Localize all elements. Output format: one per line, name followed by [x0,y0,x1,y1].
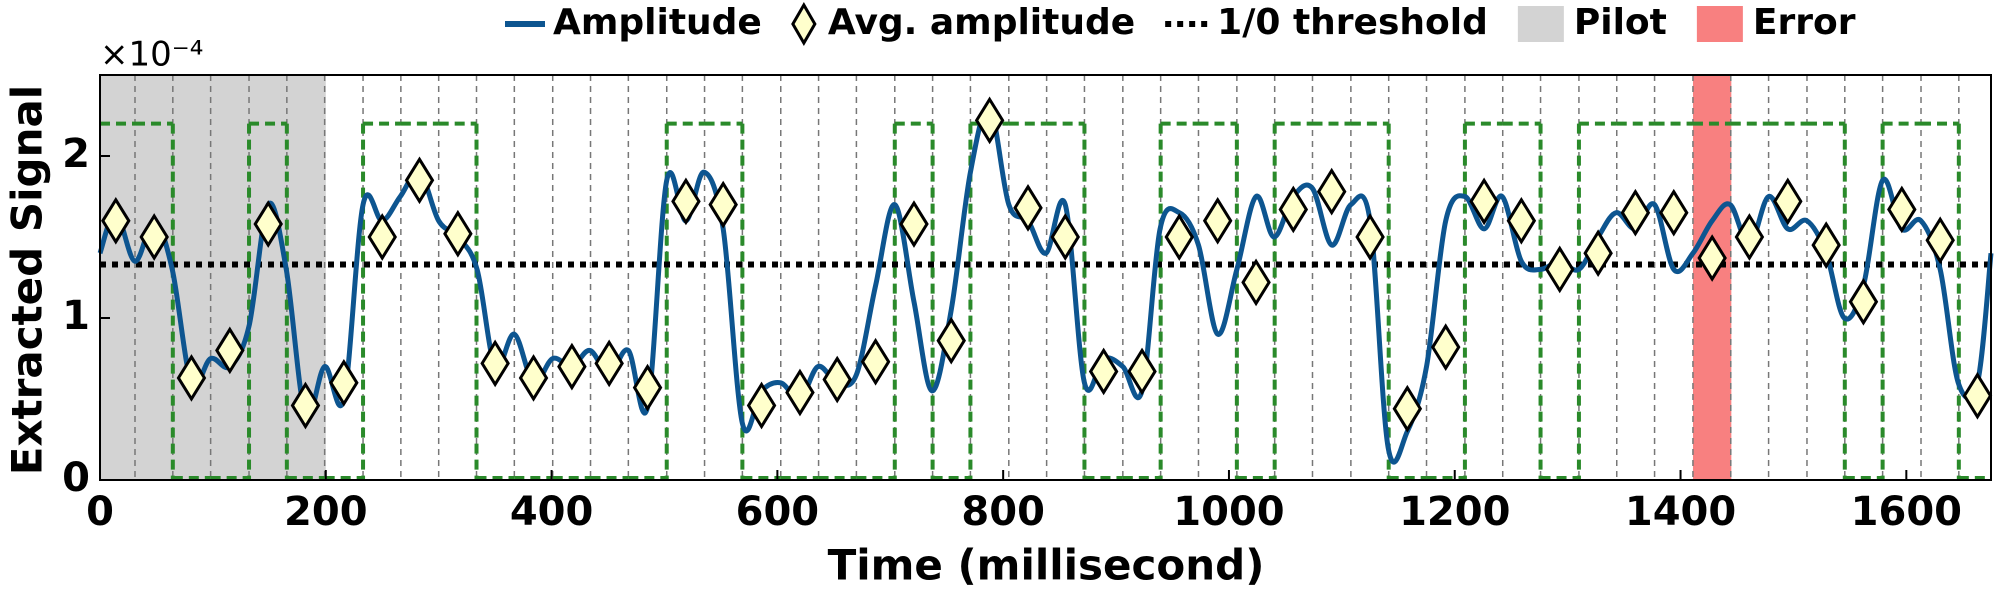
avg-marker [101,196,131,245]
avg-marker [1583,229,1613,278]
y-tick-label: 0 [62,455,90,501]
avg-marker [1887,185,1917,234]
legend-label: Error [1753,2,1856,43]
legend-label: Amplitude [553,2,762,43]
avg-marker [822,355,852,404]
avg-marker [1811,221,1841,269]
x-tick-label: 1000 [1173,489,1284,535]
avg-marker [671,177,701,226]
x-tick-label: 200 [284,489,368,535]
legend-swatch [1696,6,1743,42]
avg-marker [329,358,359,407]
avg-marker [1127,347,1157,396]
avg-marker [708,180,738,229]
legend-label: 1/0 threshold [1217,2,1488,43]
region [100,75,326,480]
avg-marker [936,316,966,365]
avg-marker [1202,196,1233,245]
x-tick-label: 400 [510,489,594,535]
x-tick-label: 1200 [1399,489,1510,535]
avg-marker [367,213,398,261]
avg-marker [860,337,891,386]
avg-marker [139,213,169,261]
avg-marker [290,381,321,430]
avg-marker [557,342,587,391]
avg-marker [1925,216,1955,265]
y-multiplier: ×10⁻⁴ [100,35,203,75]
avg-marker [1278,185,1309,234]
avg-marker [1962,371,1993,420]
avg-marker [1734,213,1765,261]
avg-marker [1773,177,1803,226]
avg-marker [1620,188,1651,237]
legend-label: Pilot [1574,2,1667,43]
avg-marker [746,381,777,430]
y-axis-label: Extracted Signal [3,85,52,475]
x-tick-label: 0 [86,489,114,535]
avg-marker [1164,213,1195,261]
avg-marker [1697,234,1727,282]
avg-marker [1013,183,1043,232]
x-tick-label: 1600 [1851,489,1962,535]
avg-marker [1430,323,1461,372]
x-tick-label: 1400 [1625,489,1736,535]
avg-marker [1316,167,1347,216]
avg-marker [974,96,1005,145]
avg-marker [480,339,510,388]
x-tick-label: 600 [736,489,820,535]
legend-diamond [791,2,817,46]
avg-marker [1658,188,1689,237]
avg-marker [1088,347,1119,396]
avg-marker [253,200,283,248]
plot-frame [99,74,1992,481]
avg-marker [404,156,435,205]
avg-marker [215,326,245,375]
legend-swatch [1517,6,1564,42]
avg-marker [443,209,473,258]
avg-marker [1050,213,1081,261]
avg-marker [1469,177,1499,226]
x-axis-label: Time (millisecond) [828,541,1265,590]
y-tick-label: 1 [62,293,90,339]
x-tick-label: 800 [961,489,1045,535]
avg-marker [632,363,663,412]
avg-marker [594,339,624,388]
avg-marker [1544,245,1575,294]
plot-area [97,75,1994,480]
avg-marker [1355,213,1385,261]
avg-marker [1506,196,1537,245]
legend-label: Avg. amplitude [828,2,1135,43]
avg-marker [785,368,815,417]
avg-marker [1848,277,1879,326]
avg-marker [518,354,549,402]
avg-marker [176,354,207,402]
avg-marker [1392,384,1423,433]
avg-marker [1241,258,1271,307]
avg-marker [899,200,929,248]
y-tick-label: 2 [62,131,90,177]
